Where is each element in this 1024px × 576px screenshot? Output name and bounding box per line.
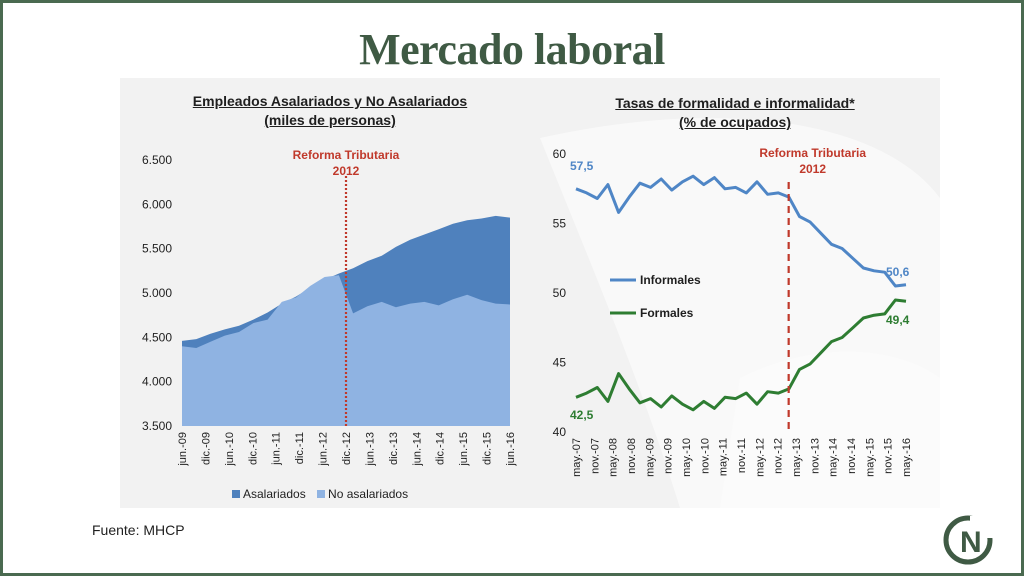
legend-label-asalariados: Asalariados [243,486,306,501]
right-x-tick-label: may.-10 [681,438,693,477]
source-note: Fuente: MHCP [92,522,185,538]
reform-label-right: Reforma Tributaria [759,146,866,160]
left-x-tick-label: jun.-10 [224,432,236,467]
legend-label-formales: Formales [640,306,694,320]
left-x-tick-label: jun.-12 [318,432,330,467]
left-x-tick-label: jun.-14 [411,432,423,467]
left-x-tick-label: jun.-13 [364,432,376,467]
right-x-tick-label: nov.-11 [736,438,748,473]
right-y-tick-label: 60 [553,147,567,161]
right-x-tick-label: may.-11 [718,438,730,476]
left-x-tick-label: dic.-14 [435,432,447,465]
left-x-tick-label: jun.-16 [505,432,517,467]
right-x-tick-label: nov.-15 [883,438,895,474]
reform-year-left: 2012 [333,164,360,178]
left-x-tick-label: dic.-11 [294,432,306,464]
right-x-tick-label: may.-15 [864,438,876,477]
label-informal-start: 57,5 [570,159,594,173]
right-chart-subtitle: (% de ocupados) [678,114,791,130]
left-y-tick-label: 4.500 [142,330,172,344]
left-x-tick-label: dic.-13 [388,432,400,465]
right-x-tick-label: may.-16 [901,438,913,477]
right-x-tick-label: nov.-14 [846,438,858,474]
right-x-tick-label: nov.-09 [663,438,675,474]
right-x-tick-label: nov.-10 [699,438,711,474]
right-chart-title: Tasas de formalidad e informalidad* [615,95,855,111]
right-x-tick-label: may.-08 [608,438,620,477]
left-y-tick-label: 3.500 [142,419,172,433]
legend-swatch-asalariados [232,489,240,498]
left-y-tick-label: 5.000 [142,286,172,300]
right-y-tick-label: 40 [553,425,567,439]
left-x-tick-label: dic.-15 [482,432,494,465]
right-y-tick-label: 55 [553,217,567,231]
left-y-tick-label: 4.000 [142,375,172,389]
right-x-tick-label: nov.-07 [589,438,601,474]
reform-year-right: 2012 [799,162,826,176]
left-y-tick-label: 6.500 [142,153,172,167]
slide-title: Mercado laboral [359,25,665,74]
right-x-tick-label: may.-14 [828,438,840,477]
line-series-formales [575,298,907,412]
left-chart-legend: Asalariados No asalariados [232,486,408,501]
left-y-tick-label: 5.500 [142,242,172,256]
right-x-tick-label: may.-07 [571,438,583,477]
left-chart-title: Empleados Asalariados y No Asalariados [192,93,468,109]
label-formal-start: 42,5 [570,408,594,422]
left-x-tick-label: jun.-15 [458,432,470,467]
panel-shading [540,118,940,508]
right-x-tick-label: nov.-13 [809,438,821,474]
reform-label-left: Reforma Tributaria [293,148,400,162]
right-y-tick-label: 45 [553,356,567,370]
legend-label-no-asalariados: No asalariados [328,486,409,501]
label-formal-end: 49,4 [886,313,910,327]
gn-logo: N [943,515,1000,565]
right-x-tick-label: nov.-08 [626,438,638,474]
left-x-tick-label: jun.-09 [177,432,189,467]
right-x-tick-label: may.-13 [791,438,803,477]
legend-label-informales: Informales [640,273,701,287]
right-y-tick-label: 50 [553,286,567,300]
label-informal-end: 50,6 [886,265,910,279]
right-chart: 40 45 50 55 60 may.-07 nov.-07 may.-08 nov.-08 m… [553,146,913,477]
right-x-tick-label: may.-12 [754,438,766,477]
left-x-tick-label: dic.-09 [200,432,212,465]
area-series-no-asalariados [182,275,510,426]
left-x-tick-label: jun.-11 [271,432,283,466]
right-x-tick-label: nov.-12 [773,438,785,474]
left-x-tick-label: dic.-10 [247,432,259,465]
line-series-informales [575,174,907,288]
left-y-tick-label: 6.000 [142,197,172,211]
right-x-tick-label: may.-09 [644,438,656,477]
left-chart-subtitle: (miles de personas) [264,112,396,128]
svg-text:N: N [960,526,982,559]
left-chart: 3.500 4.000 4.500 5.000 5.500 6.000 6.500 jun.… [142,148,517,467]
legend-swatch-no-asalariados [317,489,326,498]
left-x-tick-label: dic.-12 [341,432,353,465]
